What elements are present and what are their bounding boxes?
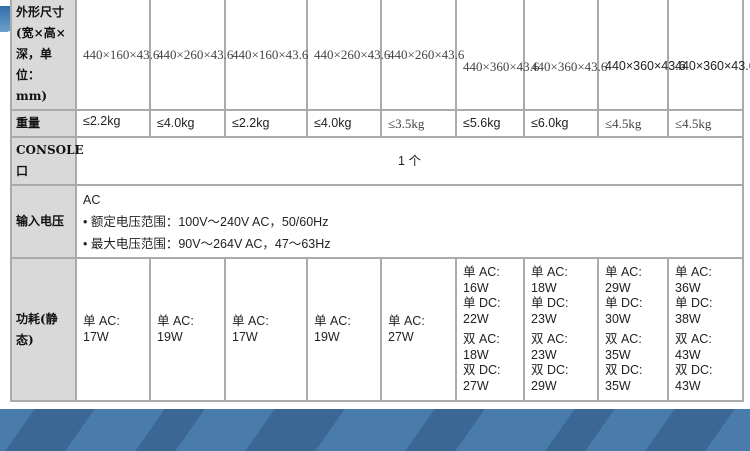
power-line: 27W xyxy=(388,329,414,344)
cell-size: 440×360×43.6 xyxy=(523,0,607,111)
power-line: 双 DC: xyxy=(605,363,643,377)
power-line: 单 AC: xyxy=(675,265,712,279)
cell-size: 440×160×43.6 xyxy=(224,0,308,111)
cell-power: 单 AC: 19W xyxy=(149,257,226,402)
power-line: 单 AC: xyxy=(388,314,425,328)
row-weight: 重量 ≤2.2kg ≤4.0kg ≤2.2kg ≤4.0kg ≤3.5kg ≤5… xyxy=(10,109,744,138)
cell-weight: ≤2.2kg xyxy=(224,109,308,138)
power-line: 单 DC: xyxy=(463,296,501,310)
power-line: 16W xyxy=(463,280,489,295)
label-input: 输入电压 xyxy=(10,184,77,259)
row-size: 外形尺寸(宽×高×深，单位：mm) 440×160×43.6 440×260×4… xyxy=(10,0,750,111)
power-line: 单 DC: xyxy=(531,296,569,310)
power-line: 17W xyxy=(83,329,109,344)
power-line: 29W xyxy=(531,378,557,393)
label-power: 功耗(静态) xyxy=(10,257,77,402)
power-line: 双 AC: xyxy=(463,332,500,346)
cell-size: 440×260×43.6 xyxy=(306,0,390,111)
power-line: 38W xyxy=(675,311,701,326)
cell-size: 440×160×43.6 xyxy=(75,0,159,111)
row-power: 功耗(静态) 单 AC: 17W 单 AC: 19W 单 AC: 17W 单 AC: 19W 单… xyxy=(10,257,744,402)
power-line: 22W xyxy=(463,311,489,326)
power-line: 单 AC: xyxy=(314,314,351,328)
power-line: 单 AC: xyxy=(605,265,642,279)
cell-size: 440×260×43.6 xyxy=(380,0,464,111)
spec-table: 外形尺寸(宽×高×深，单位：mm) 440×160×43.6 440×260×4… xyxy=(10,0,750,402)
power-line: 单 AC: xyxy=(232,314,269,328)
cell-input: AC • 额定电压范围：100V～240V AC，50/60Hz • 最大电压范… xyxy=(75,184,744,259)
power-line: 43W xyxy=(675,378,701,393)
power-line: 29W xyxy=(605,280,631,295)
power-line: 双 DC: xyxy=(463,363,501,377)
power-line: 23W xyxy=(531,347,557,362)
power-line: 单 AC: xyxy=(463,265,500,279)
cell-power: 单 AC: 16W 单 DC: 22W 双 AC: 18W 双 DC: 27W xyxy=(455,257,525,402)
power-line: 双 AC: xyxy=(675,332,712,346)
power-line: 单 DC: xyxy=(605,296,643,310)
cell-console: 1 个 xyxy=(75,136,744,186)
power-line: 18W xyxy=(463,347,489,362)
power-line: 单 AC: xyxy=(83,314,120,328)
cell-weight: ≤4.0kg xyxy=(306,109,382,138)
cell-power: 单 AC: 27W xyxy=(380,257,457,402)
decorative-banner xyxy=(0,409,750,451)
power-line: 单 DC: xyxy=(675,296,713,310)
power-line: 双 DC: xyxy=(531,363,569,377)
label-size: 外形尺寸(宽×高×深，单位：mm) xyxy=(10,0,77,111)
input-type: AC xyxy=(83,192,101,207)
cell-power: 单 AC: 18W 单 DC: 23W 双 AC: 23W 双 DC: 29W xyxy=(523,257,599,402)
cell-power: 单 AC: 17W xyxy=(224,257,308,402)
cell-size: 440×360×43.6 xyxy=(597,0,686,111)
power-line: 35W xyxy=(605,347,631,362)
input-rated: • 额定电压范围：100V～240V AC，50/60Hz xyxy=(83,214,329,229)
cell-weight: ≤6.0kg xyxy=(523,109,599,138)
cell-size: 440×360×43.6 xyxy=(667,0,750,111)
power-line: 17W xyxy=(232,329,258,344)
cell-power: 单 AC: 29W 单 DC: 30W 双 AC: 35W 双 DC: 35W xyxy=(597,257,669,402)
power-line: 单 AC: xyxy=(531,265,568,279)
label-weight: 重量 xyxy=(10,109,77,138)
power-line: 23W xyxy=(531,311,557,326)
cell-weight: ≤3.5kg xyxy=(380,109,457,138)
cell-power: 单 AC: 17W xyxy=(75,257,151,402)
cell-power: 单 AC: 36W 单 DC: 38W 双 AC: 43W 双 DC: 43W xyxy=(667,257,744,402)
power-line: 19W xyxy=(314,329,340,344)
power-line: 30W xyxy=(605,311,631,326)
power-line: 27W xyxy=(463,378,489,393)
power-line: 43W xyxy=(675,347,701,362)
label-console: CONSOLE口 xyxy=(10,136,84,186)
row-input: 输入电压 AC • 额定电压范围：100V～240V AC，50/60Hz • … xyxy=(10,184,744,259)
power-line: 双 AC: xyxy=(531,332,568,346)
cell-weight: ≤4.5kg xyxy=(597,109,669,138)
input-max: • 最大电压范围：90V～264V AC，47～63Hz xyxy=(83,236,331,251)
cell-weight: ≤2.2kg xyxy=(75,109,151,138)
cell-weight: ≤4.5kg xyxy=(667,109,744,138)
power-line: 35W xyxy=(605,378,631,393)
power-line: 单 AC: xyxy=(157,314,194,328)
power-line: 双 AC: xyxy=(605,332,642,346)
power-line: 36W xyxy=(675,280,701,295)
power-line: 18W xyxy=(531,280,557,295)
cell-weight: ≤4.0kg xyxy=(149,109,226,138)
cell-weight: ≤5.6kg xyxy=(455,109,525,138)
power-line: 19W xyxy=(157,329,183,344)
cell-power: 单 AC: 19W xyxy=(306,257,382,402)
power-line: 双 DC: xyxy=(675,363,713,377)
row-console: CONSOLE口 1 个 xyxy=(10,136,744,186)
cell-size: 440×260×43.6 xyxy=(149,0,233,111)
cell-size: 440×360×43.6 xyxy=(455,0,539,111)
